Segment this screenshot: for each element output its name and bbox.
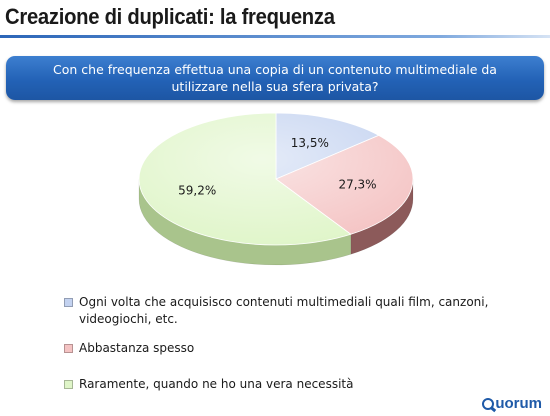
legend-swatch bbox=[64, 298, 73, 307]
legend-label: Ogni volta che acquisisco contenuti mult… bbox=[79, 295, 489, 326]
logo-text: uorum bbox=[495, 395, 542, 412]
title-divider bbox=[0, 35, 550, 38]
quorum-logo: uorum bbox=[482, 395, 542, 412]
question-banner: Con che frequenza effettua una copia di … bbox=[6, 56, 544, 100]
pie-labels: 13,5% 27,3% 59,2% bbox=[178, 136, 376, 197]
legend-swatch bbox=[64, 380, 73, 389]
legend-swatch bbox=[64, 344, 73, 353]
page-title: Creazione di duplicati: la frequenza bbox=[5, 4, 335, 29]
legend-label: Abbastanza spesso bbox=[79, 341, 195, 355]
legend-item-abbastanza-spesso: Abbastanza spesso bbox=[64, 340, 519, 357]
slice-value-label: 59,2% bbox=[178, 183, 216, 197]
slice-value-label: 27,3% bbox=[338, 177, 376, 191]
legend-item-ogni-volta: Ogni volta che acquisisco contenuti mult… bbox=[64, 294, 519, 328]
legend-label: Raramente, quando ne ho una vera necessi… bbox=[79, 377, 354, 391]
legend-item-raramente: Raramente, quando ne ho una vera necessi… bbox=[64, 376, 519, 393]
logo-q-mark bbox=[482, 397, 495, 410]
pie-chart: 13,5% 27,3% 59,2% bbox=[138, 112, 414, 266]
question-text: Con che frequenza effettua una copia di … bbox=[53, 62, 497, 94]
slice-value-label: 13,5% bbox=[291, 136, 329, 150]
